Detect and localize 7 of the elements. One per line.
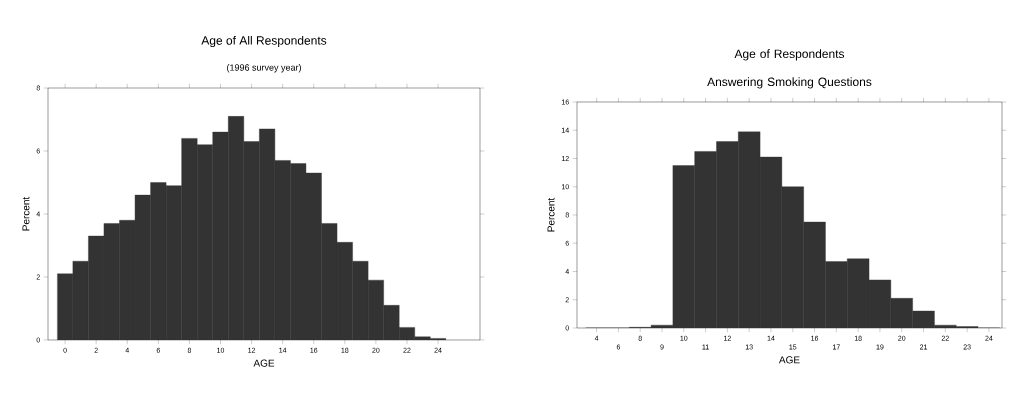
chart-subtitle: (1996 survey year)	[227, 64, 301, 73]
x-axis-title: AGE	[778, 356, 800, 364]
chart-title: Age of All Respondents	[201, 35, 327, 48]
y-axis-title: Percent	[22, 196, 30, 231]
x-axis-title: AGE	[253, 359, 275, 367]
y-axis-title: Percent	[547, 197, 555, 232]
chart-title: Age of Respondents Answering Smoking Questions	[707, 49, 872, 89]
